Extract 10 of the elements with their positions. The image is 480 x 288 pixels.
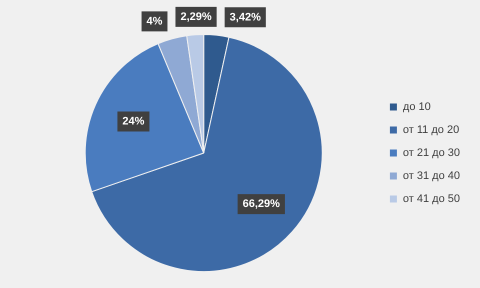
data-label: 2,29% (180, 10, 212, 23)
legend-label: до 10 (402, 101, 431, 114)
legend-label: от 11 до 20 (402, 124, 460, 136)
legend-label: от 21 до 30 (402, 147, 460, 160)
data-label: 66,29% (242, 198, 280, 210)
data-label: 3,42% (230, 11, 262, 24)
legend-label: от 31 до 40 (402, 170, 460, 182)
legend-label: от 41 до 50 (402, 193, 460, 206)
data-label: 4% (146, 15, 163, 28)
data-label: 24% (122, 116, 145, 128)
